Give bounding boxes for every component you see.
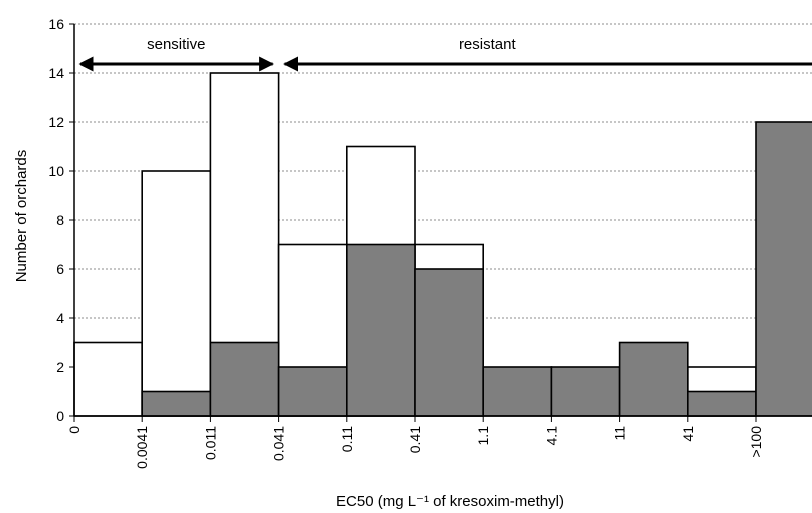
bar-series2-bin-1 bbox=[141, 390, 212, 417]
bar-series2-bin-3 bbox=[277, 366, 348, 417]
bar-series2-bin-6 bbox=[482, 366, 553, 417]
x-tick-label-3: 0.041 bbox=[271, 426, 287, 461]
x-tick-label-5: 0.41 bbox=[407, 426, 423, 453]
y-tick-label-12: 12 bbox=[48, 114, 64, 130]
x-tick-label-8: 11 bbox=[612, 426, 628, 441]
tick-labels: 0 2 4 6 8 10 12 14 16 0 0.0041 0.011 0.041 0.11 0.41 1.… bbox=[48, 16, 764, 469]
bar-series2-bin-2 bbox=[209, 341, 280, 417]
region-label-resistant: resistant bbox=[459, 36, 517, 53]
bar-series2-bin-10 bbox=[755, 121, 812, 417]
y-tick-label-4: 4 bbox=[56, 310, 64, 326]
y-tick-label-10: 10 bbox=[48, 163, 64, 179]
x-tick-label-2: 0.011 bbox=[202, 426, 218, 460]
x-tick-label-0: 0 bbox=[66, 426, 82, 434]
x-tick-label-9: 41 bbox=[680, 426, 696, 442]
region-label-sensitive: sensitive bbox=[147, 36, 205, 53]
y-tick-label-8: 8 bbox=[56, 212, 64, 228]
bar-series1-bin-0 bbox=[73, 341, 143, 417]
x-tick-label-4: 0.11 bbox=[339, 426, 355, 452]
bar-series1-bin-1 bbox=[141, 170, 212, 417]
bar-series2-bin-4 bbox=[345, 243, 416, 417]
x-tick-label-6: 1.1 bbox=[475, 426, 491, 446]
bar-series2-bin-9 bbox=[686, 390, 757, 417]
y-tick-label-6: 6 bbox=[56, 261, 64, 277]
y-tick-label-16: 16 bbox=[48, 16, 64, 32]
y-tick-label-14: 14 bbox=[48, 65, 64, 81]
x-tick-label-7: 4.1 bbox=[543, 426, 559, 446]
y-tick-label-2: 2 bbox=[56, 359, 64, 375]
bars bbox=[73, 72, 812, 417]
bar-series2-bin-7 bbox=[550, 366, 621, 417]
region-annotations: sensitive resistant bbox=[78, 36, 812, 72]
y-axis-title: Number of orchards bbox=[13, 150, 30, 283]
x-tick-label-1: 0.0041 bbox=[134, 426, 150, 469]
axes bbox=[69, 23, 812, 422]
bar-series2-bin-8 bbox=[618, 341, 689, 417]
x-axis-title: EC50 (mg L⁻¹ of kresoxim-methyl) bbox=[336, 493, 564, 510]
x-tick-label-10: >100 bbox=[748, 426, 764, 458]
y-tick-label-0: 0 bbox=[56, 408, 64, 424]
bar-series2-bin-5 bbox=[414, 268, 484, 417]
